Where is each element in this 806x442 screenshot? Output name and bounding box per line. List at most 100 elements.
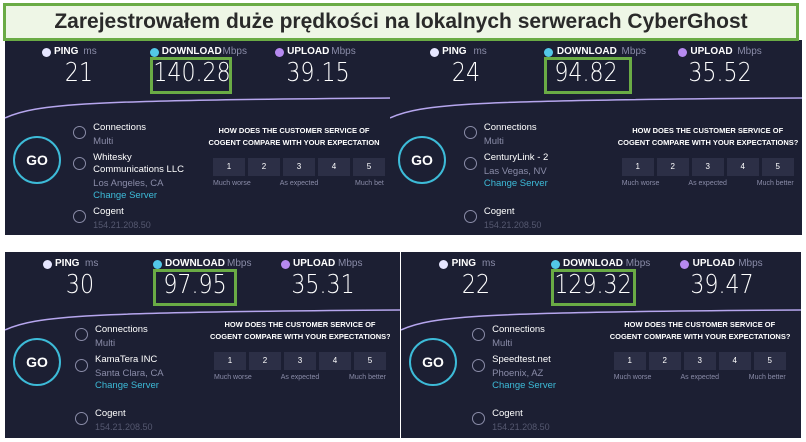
- metric-value: 22: [462, 270, 491, 300]
- host-ip: 154.21.208.50: [95, 422, 153, 432]
- download-highlight: [544, 57, 632, 94]
- connections-value: Multi: [492, 338, 513, 349]
- survey-question: HOW DOES THE CUSTOMER SERVICE OF: [624, 320, 776, 329]
- metric-icon: [153, 260, 162, 269]
- connections-value: Multi: [95, 338, 116, 349]
- host-ip: 154.21.208.50: [492, 422, 550, 432]
- metric-label: PING: [442, 46, 467, 57]
- scale-label: Much better: [756, 180, 794, 187]
- scale-button[interactable]: 5: [354, 352, 386, 370]
- metric-label: PING: [53, 46, 79, 57]
- scale-label: Much better: [748, 374, 786, 381]
- metric-value: 39.47: [690, 270, 755, 300]
- scale-button[interactable]: 1: [214, 352, 246, 370]
- survey-question: HOW DOES THE CUSTOMER SERVICE OF: [632, 126, 784, 135]
- scale-label: Much worse: [613, 374, 652, 381]
- info-icon: [75, 328, 88, 341]
- scale-button[interactable]: 5: [753, 352, 786, 370]
- scale-button[interactable]: 3: [683, 352, 716, 370]
- scale-button[interactable]: 2: [248, 158, 281, 176]
- metric-unit: ms: [83, 46, 97, 57]
- metric-icon: [43, 260, 52, 269]
- go-button[interactable]: GO: [409, 338, 457, 386]
- info-icon: [472, 328, 486, 341]
- metric-unit: Mbps: [338, 258, 363, 269]
- download-highlight: [150, 57, 233, 94]
- speed-graph: [5, 309, 400, 331]
- host-ip: 154.21.208.50: [483, 220, 542, 230]
- metric-unit: Mbps: [738, 258, 763, 269]
- scale-button[interactable]: 4: [319, 352, 351, 370]
- scale-button[interactable]: 3: [691, 158, 724, 176]
- metric-label: UPLOAD: [690, 46, 733, 57]
- info-icon: [463, 126, 477, 139]
- host-name: Cogent: [483, 206, 515, 217]
- scale-button[interactable]: 1: [213, 158, 246, 176]
- survey-question: COGENT COMPARE WITH YOUR EXPECTATION: [208, 138, 380, 147]
- metric-icon: [544, 48, 554, 57]
- metric-value: 21: [65, 58, 94, 88]
- scale-label: Much bet: [355, 180, 384, 187]
- info-icon: [463, 210, 477, 223]
- scale-button[interactable]: 5: [761, 158, 794, 176]
- host-ip: 154.21.208.50: [93, 220, 151, 230]
- isp-location: Santa Clara, CA: [95, 368, 164, 379]
- metric-value: 35.52: [687, 58, 752, 88]
- change-server[interactable]: Change Server: [492, 380, 557, 391]
- scale-button[interactable]: 3: [284, 352, 316, 370]
- metric-value: 97.95: [163, 270, 227, 300]
- graph-line: [5, 97, 392, 119]
- survey-question: COGENT COMPARE WITH YOUR EXPECTATIONS?: [609, 332, 790, 341]
- survey-question: HOW DOES THE CUSTOMER SERVICE OF: [224, 320, 376, 329]
- metric-label: PING: [451, 258, 477, 269]
- scale-button[interactable]: 1: [621, 158, 654, 176]
- connections-label: Connections: [95, 324, 148, 335]
- connections-label: Connections: [483, 122, 537, 133]
- info-icon: [472, 412, 486, 425]
- change-server[interactable]: Change Server: [93, 190, 158, 201]
- speed-graph: [390, 97, 802, 119]
- metric-value: 94.82: [554, 58, 618, 88]
- isp-location: Los Angeles, CA: [93, 178, 164, 189]
- scale-button[interactable]: 3: [283, 158, 316, 176]
- metric-icon: [150, 48, 159, 57]
- metric-unit: ms: [85, 258, 99, 269]
- banner: Zarejestrowałem duże prędkości na lokaln…: [3, 3, 799, 41]
- scale-button[interactable]: 1: [613, 352, 646, 370]
- scale-button[interactable]: 2: [249, 352, 281, 370]
- graph-line: [5, 309, 400, 331]
- scale-button[interactable]: 4: [318, 158, 351, 176]
- scale-label: Much worse: [621, 180, 660, 187]
- scale-button[interactable]: 2: [656, 158, 689, 176]
- metric-icon: [680, 260, 690, 269]
- info-icon: [73, 157, 87, 170]
- connections-label: Connections: [492, 324, 545, 335]
- info-icon: [73, 210, 87, 223]
- info-icon: [73, 126, 87, 139]
- metric-icon: [550, 260, 560, 269]
- metric-value: 35.31: [291, 270, 355, 300]
- metric-icon: [677, 48, 687, 57]
- info-icon: [75, 412, 88, 425]
- graph-line: [401, 309, 801, 331]
- metric-value: 39.15: [285, 58, 350, 88]
- speed-graph: [5, 97, 392, 119]
- metric-unit: Mbps: [625, 258, 651, 269]
- scale-button[interactable]: 5: [353, 158, 386, 176]
- connections-value: Multi: [93, 136, 114, 147]
- scale-button[interactable]: 4: [726, 158, 759, 176]
- isp-name: KamaTera INC: [95, 354, 158, 365]
- go-button[interactable]: GO: [398, 136, 446, 184]
- info-icon: [463, 157, 477, 170]
- scale-button[interactable]: 2: [648, 352, 681, 370]
- go-button[interactable]: GO: [13, 136, 61, 184]
- survey-question: COGENT COMPARE WITH YOUR EXPECTATIONS?: [617, 138, 798, 147]
- change-server[interactable]: Change Server: [483, 178, 548, 189]
- isp-name: Whitesky Communications LLC: [93, 152, 184, 175]
- host-name: Cogent: [95, 408, 126, 419]
- go-button[interactable]: GO: [13, 338, 61, 386]
- scale-button[interactable]: 4: [718, 352, 751, 370]
- metric-icon: [429, 48, 439, 57]
- change-server[interactable]: Change Server: [95, 380, 159, 391]
